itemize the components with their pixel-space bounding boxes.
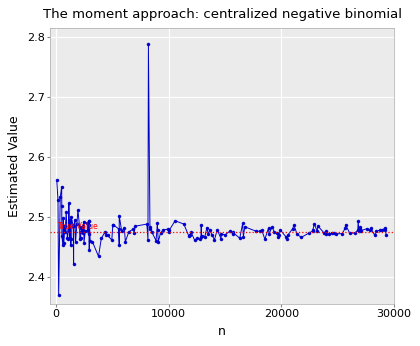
X-axis label: n: n: [218, 325, 226, 338]
Y-axis label: Estimated Value: Estimated Value: [8, 115, 21, 217]
Title: The moment approach: centralized negative binomial: The moment approach: centralized negativ…: [43, 8, 402, 21]
Text: True Value: True Value: [58, 222, 98, 231]
